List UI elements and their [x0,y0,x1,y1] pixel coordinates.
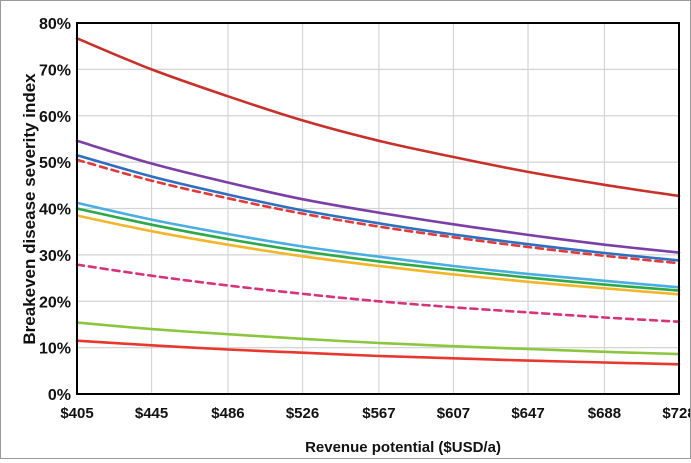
y-tick-label: 10% [39,341,71,358]
x-tick-label: $445 [135,405,168,422]
series-line-2 [75,139,681,254]
x-tick-label: $647 [511,405,544,422]
y-tick-label: 20% [39,294,71,311]
x-tick-label: $567 [362,405,395,422]
series-line-4 [75,158,681,265]
x-tick-label: $526 [286,405,319,422]
y-axis-label: Breakeven disease severity index [20,73,39,345]
x-tick-label: $486 [211,405,244,422]
y-tick-label: 70% [39,62,71,79]
series-line-3 [75,153,681,262]
series-line-8 [75,263,681,323]
series-line-5 [75,201,681,289]
x-axis-label: Revenue potential ($USD/a) [305,439,501,456]
series-line-1 [75,37,681,198]
y-tick-label: 80% [39,16,71,33]
series-line-10 [75,339,681,366]
series-line-9 [75,321,681,356]
y-tick-label: 30% [39,248,71,265]
x-axis-ticks: $405 $445 $486 $526 $567 $607 $647 $688 $728 [60,405,691,422]
series-line-7 [75,214,681,296]
y-tick-label: 60% [39,109,71,126]
x-tick-label: $607 [437,405,470,422]
plot-area-border [76,22,680,395]
y-tick-label: 50% [39,155,71,172]
y-tick-label: 40% [39,202,71,219]
gridlines [76,22,680,395]
y-axis-ticks: 0% 10% 20% 30% 40% 50% 60% 70% 80% [39,16,71,404]
x-tick-label: $688 [588,405,621,422]
x-tick-label: $405 [60,405,93,422]
series-line-6 [75,207,681,292]
x-tick-label: $728 [662,405,690,422]
series-lines [75,37,681,366]
y-tick-label: 0% [48,387,71,404]
